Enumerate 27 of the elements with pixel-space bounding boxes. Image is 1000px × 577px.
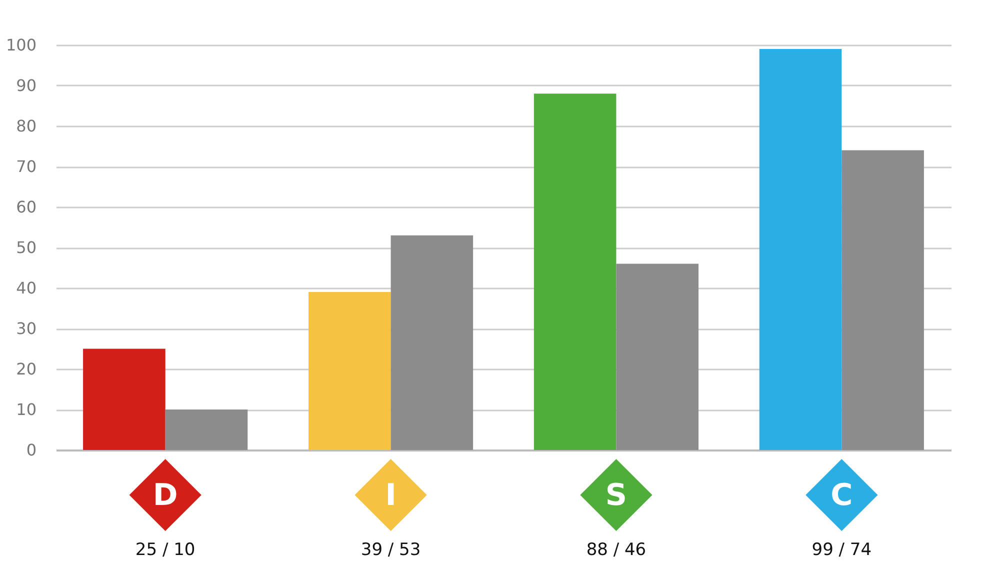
y-tick-label: 90 [16,76,36,95]
x-tick-label: D [152,478,178,513]
bar [83,348,166,450]
y-tick-label: 20 [16,360,36,378]
y-tick-label: 50 [16,238,36,257]
x-tick-label: C [830,478,853,513]
text: 88 / 46 [586,540,646,560]
bar [390,235,474,450]
y-tick-label: 40 [16,278,36,298]
bar [759,49,842,450]
text: 25 / 10 [135,540,196,560]
y-tick-label: 80 [16,116,36,136]
y-tick-label: 30 [16,319,36,338]
y-tick-label: 60 [16,198,36,216]
bar [534,94,616,450]
bar [842,150,924,450]
y-tick-label: 70 [16,157,36,176]
y-tick-label: 0 [26,440,36,460]
x-tick-label: I [385,478,396,513]
bar [308,292,391,450]
bar [616,264,699,450]
text: 99 / 74 [812,540,872,560]
bar [165,410,248,450]
text: 39 / 53 [360,540,421,560]
y-tick-label: 100 [6,36,36,54]
y-tick-label: 10 [16,400,36,419]
x-tick-label: S [605,478,628,513]
